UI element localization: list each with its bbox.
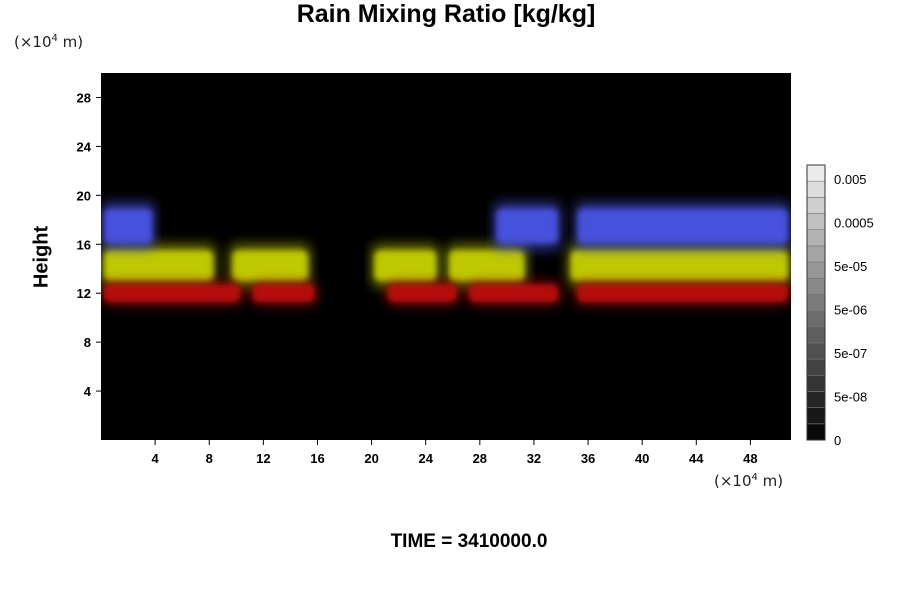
field-yellow-segment [449,250,525,281]
colorbar-label: 0.005 [834,172,867,187]
x-tick-label: 40 [635,451,649,466]
x-tick-label: 44 [689,451,704,466]
x-tick-label: 16 [310,451,324,466]
field-blue-segment [104,208,153,244]
y-tick-label: 12 [77,286,91,301]
colorbar-frame [806,164,826,441]
x-tick-label: 32 [527,451,541,466]
x-tick-label: 28 [473,451,487,466]
time-label: TIME = 3410000.0 [390,531,548,552]
colorbar-swatch [806,374,826,392]
colorbar-swatch [806,229,826,247]
y-tick-label: 16 [77,237,91,252]
colorbar-swatch [806,407,826,425]
x-tick-label: 8 [206,451,213,466]
colorbar-swatch [806,277,826,295]
field-yellow-segment [232,250,308,281]
field-yellow-segment [570,250,788,281]
colorbar-swatch [806,342,826,360]
chart-title: Rain Mixing Ratio [kg/kg] [296,0,596,28]
x-tick-label: 24 [418,451,433,466]
colorbar-swatch [806,391,826,408]
colorbar-label: 0 [834,433,841,448]
colorbar-label: 5e-05 [834,259,867,274]
y-tick-label: 20 [77,188,91,203]
x-axis-unit: (×104 m) [714,472,784,490]
colorbar-label: 5e-06 [834,303,867,318]
colorbar-swatch [806,423,826,441]
y-tick-label: 24 [77,139,92,154]
x-tick-label: 4 [152,451,160,466]
y-axis-unit: (×104 m) [14,33,84,51]
field-red-segment [469,284,558,302]
field-red-segment [577,284,788,302]
field-red-segment [252,284,315,302]
field-red-segment [104,284,241,302]
field-blue-segment [577,208,788,244]
x-tick-label: 20 [364,451,378,466]
colorbar-swatch [806,358,826,376]
field-red-segment [388,284,457,302]
x-tick-label: 48 [743,451,757,466]
colorbar-swatch [806,245,826,263]
field-yellow-segment [374,250,437,281]
colorbar-swatch [806,180,826,198]
colorbar-swatch [806,310,826,328]
colorbar-swatch [806,213,826,231]
colorbar-swatch [806,326,826,344]
y-tick-label: 4 [84,384,92,399]
colorbar-swatch [806,294,826,311]
colorbar-label: 0.0005 [834,216,874,231]
y-tick-label: 28 [77,90,91,105]
colorbar-swatch [806,164,826,182]
colorbar-label: 5e-07 [834,346,867,361]
colorbar-swatch [806,261,826,279]
x-tick-label: 12 [256,451,270,466]
field-yellow-segment [104,250,213,281]
x-tick-label: 36 [581,451,595,466]
field-blue-segment [496,208,558,244]
colorbar-label: 5e-08 [834,390,867,405]
colorbar-swatch [806,197,826,214]
y-tick-label: 8 [84,335,91,350]
